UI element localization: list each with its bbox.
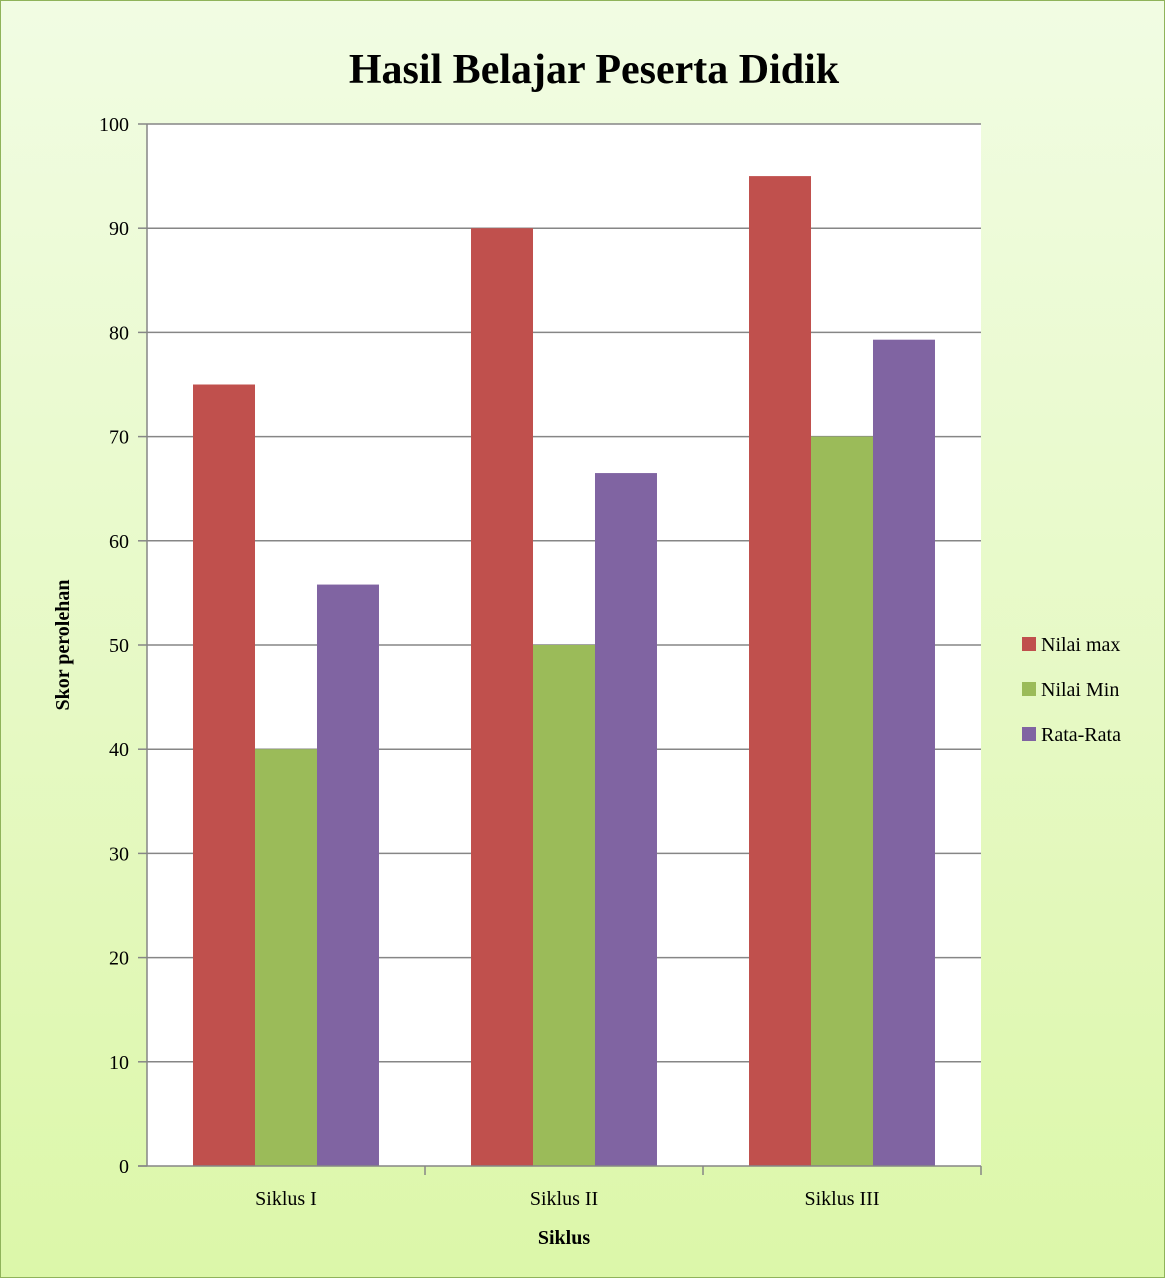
- y-tick-label: 60: [109, 531, 129, 553]
- x-axis-labels: Siklus I Siklus II Siklus III: [255, 1166, 982, 1210]
- legend-swatch: [1022, 637, 1036, 651]
- legend: Nilai max Nilai Min Rata-Rata: [1022, 634, 1121, 746]
- x-tick-label: Siklus II: [530, 1188, 598, 1210]
- bar-rata-rata-2: [594, 473, 657, 1166]
- y-tick-label: 20: [109, 948, 129, 970]
- y-tick-label: 10: [109, 1052, 129, 1074]
- y-tick-label: 90: [109, 218, 129, 240]
- legend-label: Nilai Min: [1041, 679, 1119, 701]
- legend-label: Nilai max: [1041, 634, 1120, 656]
- bar-nilai-max-3: [749, 176, 812, 1167]
- bars: [193, 176, 935, 1167]
- bar-nilai-min-1: [255, 749, 317, 1166]
- bar-nilai-min-3: [811, 436, 873, 1167]
- bar-nilai-min-2: [533, 645, 595, 1166]
- y-tick-label: 70: [109, 427, 129, 449]
- bar-nilai-max-1: [193, 384, 256, 1166]
- bar-rata-rata-1: [316, 584, 379, 1166]
- y-tick-label: 50: [109, 635, 129, 657]
- x-axis-title: Siklus: [538, 1227, 590, 1249]
- y-tick-label: 30: [109, 843, 129, 865]
- y-tick-label: 0: [119, 1156, 129, 1178]
- chart-title: Hasil Belajar Peserta Didik: [349, 47, 840, 93]
- legend-label: Rata-Rata: [1041, 724, 1121, 746]
- legend-swatch: [1022, 682, 1036, 696]
- x-tick-label: Siklus III: [805, 1188, 880, 1210]
- y-tick-label: 80: [109, 322, 129, 344]
- y-tick-label: 40: [109, 739, 129, 761]
- bar-nilai-max-2: [471, 228, 534, 1166]
- y-tick-label: 100: [99, 114, 129, 136]
- legend-swatch: [1022, 727, 1036, 741]
- y-axis-ticks: 0 10 20 30 40 50 60 70 80 90 100: [99, 114, 147, 1178]
- y-axis-title: Skor perolehan: [52, 580, 74, 711]
- bar-rata-rata-3: [872, 339, 935, 1167]
- x-tick-label: Siklus I: [255, 1188, 317, 1210]
